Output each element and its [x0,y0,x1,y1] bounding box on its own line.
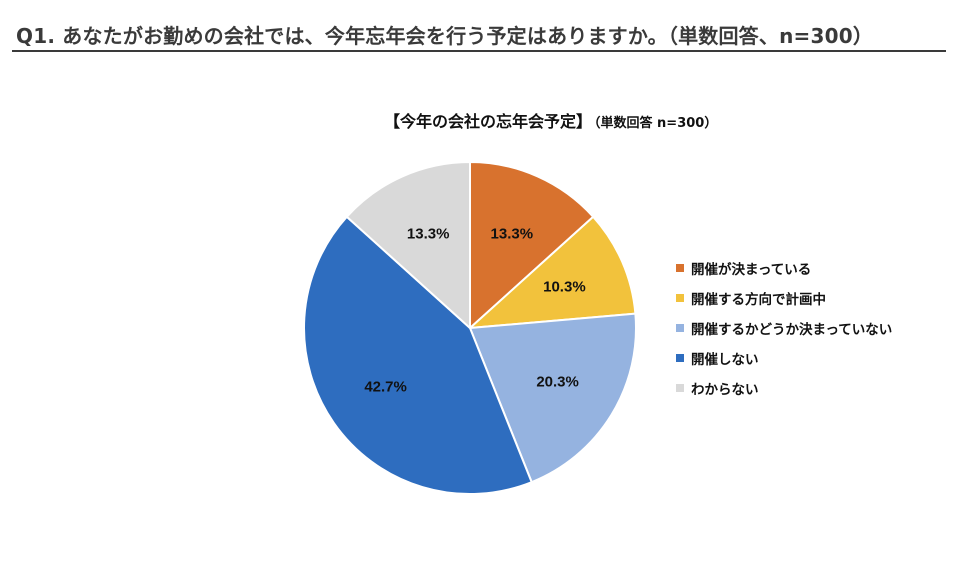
pie-slice-planning [467,215,637,330]
legend-label: 開催が決まっている [691,262,812,278]
pie-slice-decided [469,160,595,331]
legend-swatch [676,294,684,302]
legend-swatch [676,354,684,362]
legend-label: 開催するかどうか決まっていない [691,322,893,338]
chart-subtitle: （単数回答 n=300） [594,116,718,131]
legend-label: 開催しない [691,352,759,368]
legend-swatch [676,384,684,392]
legend-swatch [676,324,684,332]
pie-slice-undecided [468,312,637,484]
data-label-not-holding: 42.7% [364,378,407,395]
legend-swatch [676,264,684,272]
chart-title: 【今年の会社の忘年会予定】 [384,112,593,131]
chart-legend: 開催が決まっている 開催する方向で計画中開催するかどうか決まっていない 開催しないわ… [676,253,892,403]
pie-slice-not-holding [303,215,533,496]
legend-label: わからない [691,382,759,398]
question-heading: Q1. あなたがお勤めの会社では、今年忘年会を行う予定はありますか。（単数回答、… [16,24,874,48]
pie-slice-unknown [345,160,471,331]
chart-title-block: 【今年の会社の忘年会予定】 （単数回答 n=300） [384,108,717,132]
legend-item-undecided: 開催するかどうか決まっていない [676,313,892,343]
data-label-planning: 10.3% [543,278,586,295]
legend-item-decided: 開催が決まっている [676,253,892,283]
legend-label: 開催する方向で計画中 [691,292,826,308]
legend-item-planning: 開催する方向で計画中 [676,283,892,313]
data-label-unknown: 13.3% [407,226,450,243]
legend-item-not-holding: 開催しない [676,343,892,373]
data-label-decided: 13.3% [491,226,534,243]
legend-item-unknown: わからない [676,373,892,403]
heading-underline [12,50,946,52]
data-label-undecided: 20.3% [536,374,579,391]
